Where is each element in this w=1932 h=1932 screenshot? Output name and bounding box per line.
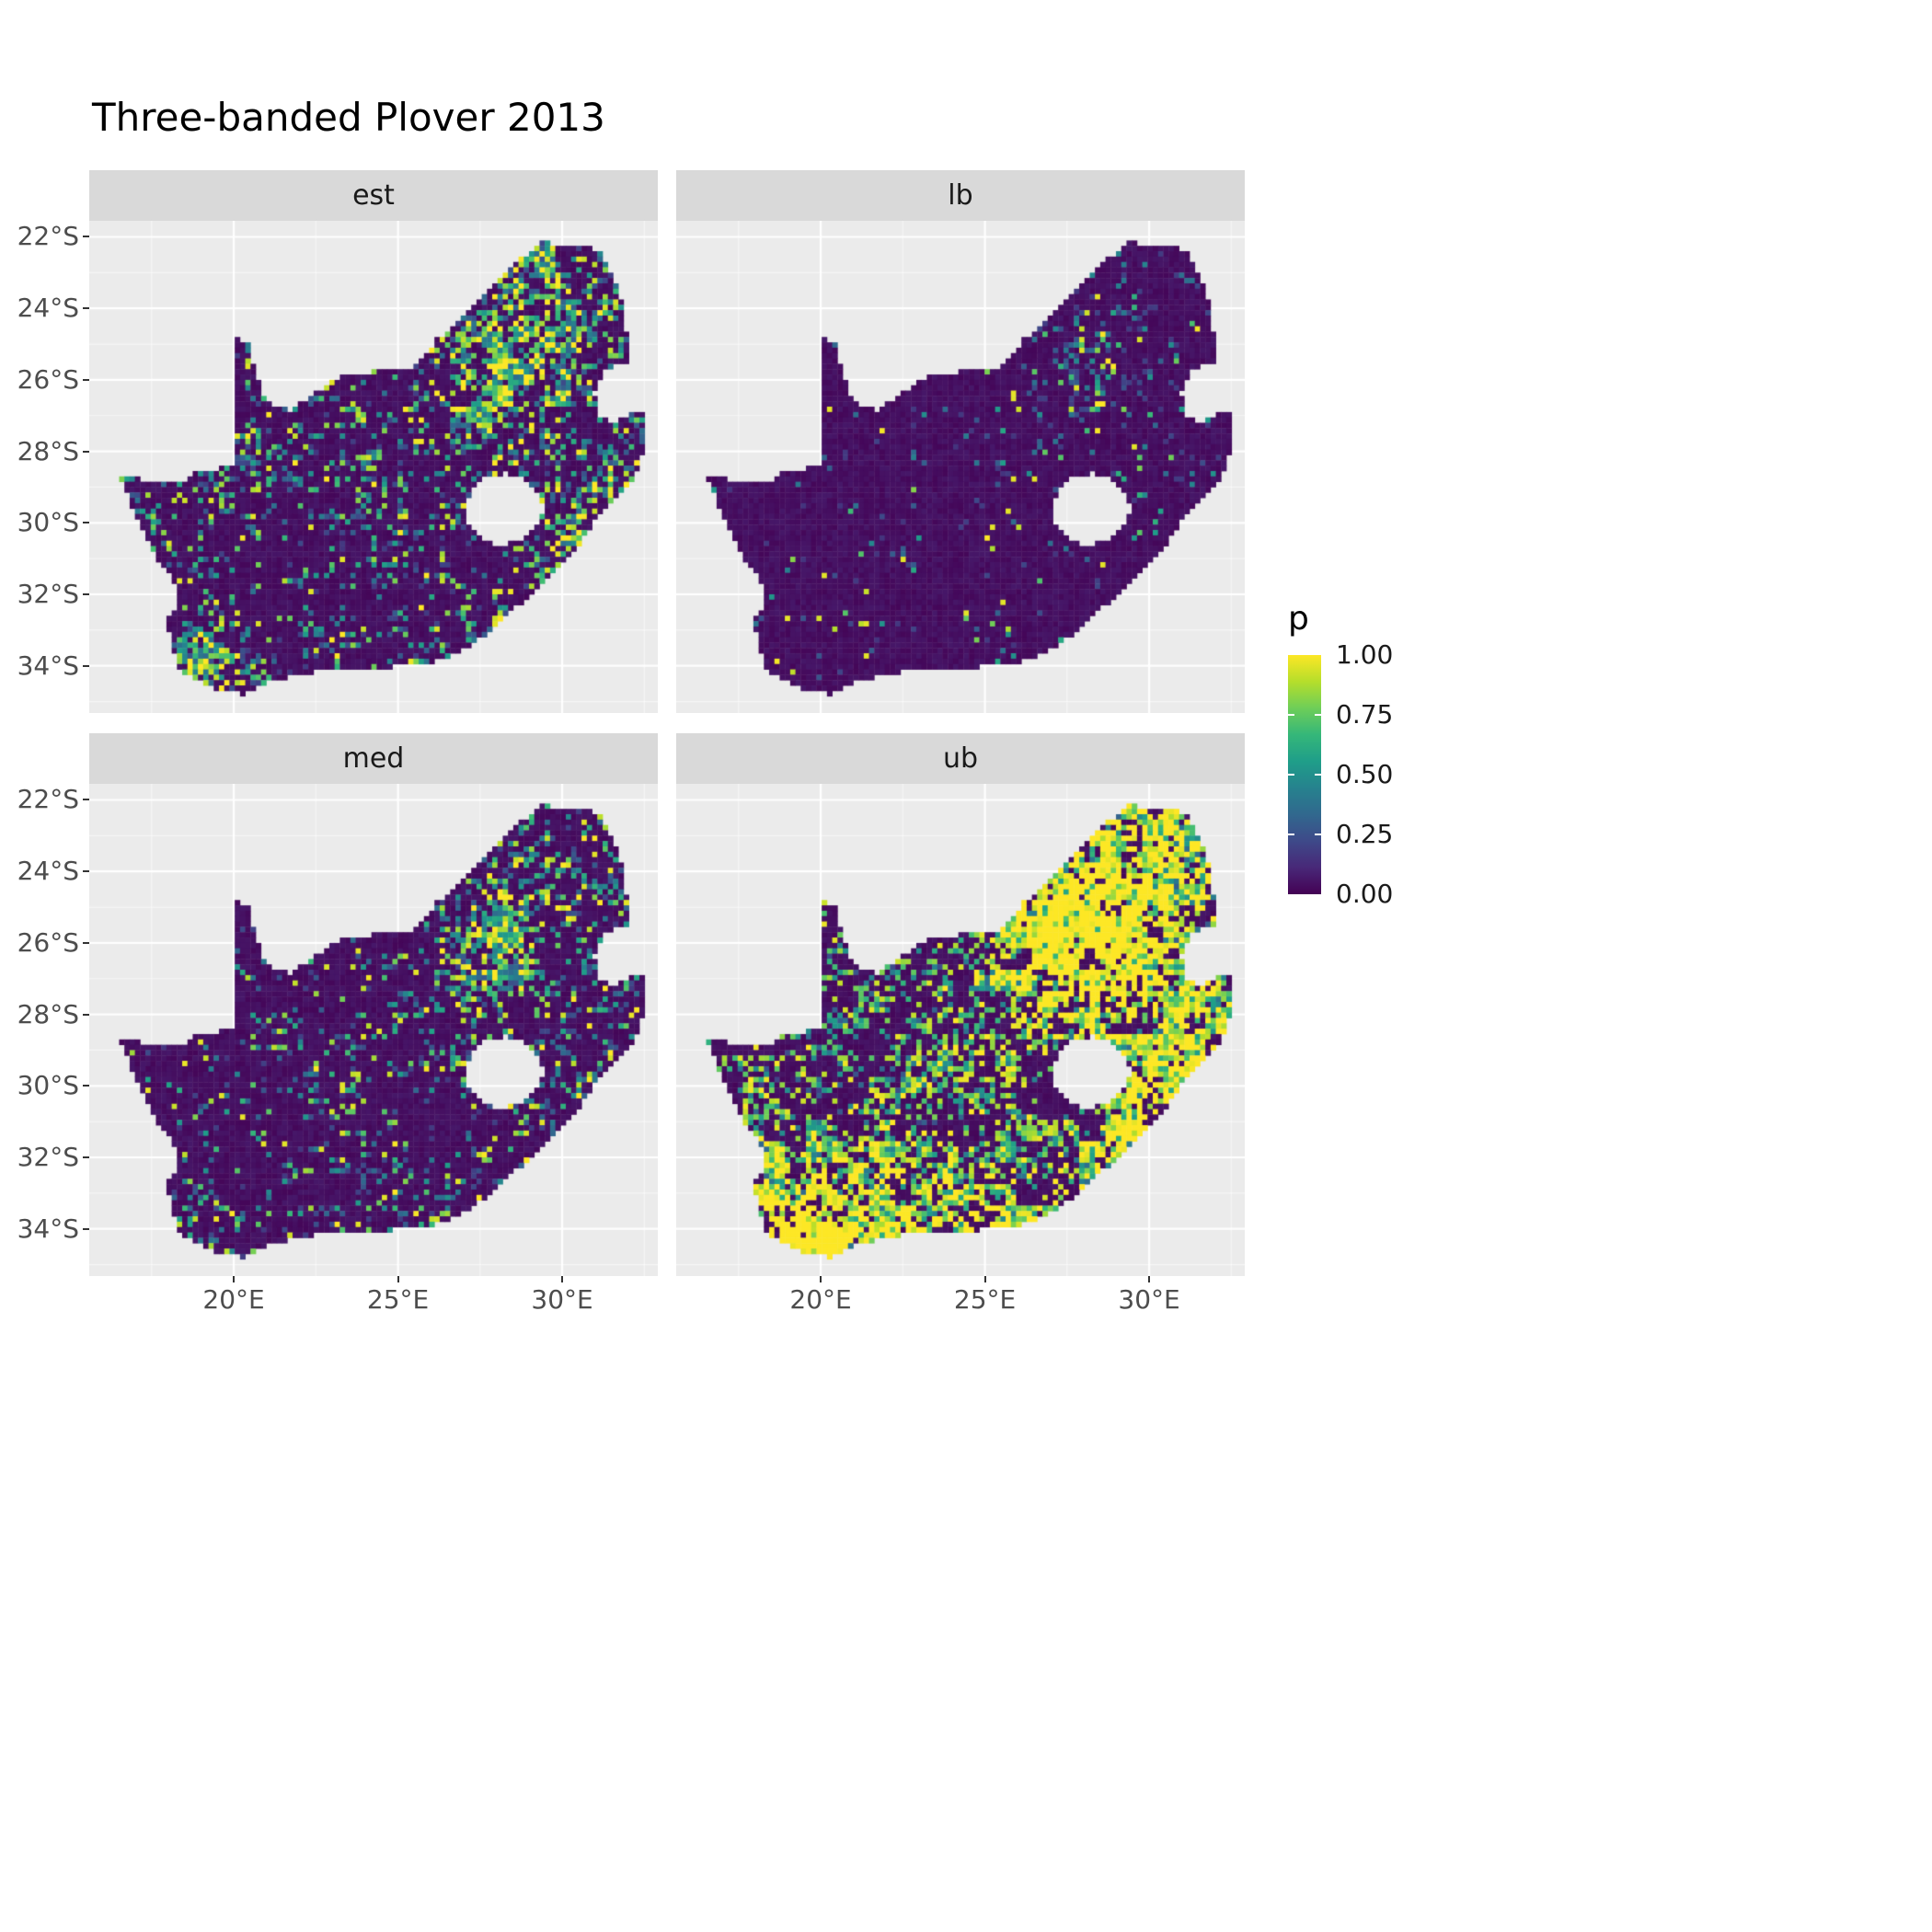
y-tick: [83, 378, 89, 381]
y-tick: [83, 1227, 89, 1230]
y-tick: [83, 522, 89, 524]
map-panel-ub: [676, 784, 1245, 1276]
facet-label-med: med: [342, 742, 405, 775]
map-panel-med: [89, 784, 658, 1276]
map-panel-lb: [676, 221, 1245, 713]
facet-strip-ub: ub: [676, 733, 1245, 784]
y-axis-label: 28°S: [17, 435, 79, 466]
legend-tick: [1315, 774, 1321, 776]
y-tick: [83, 307, 89, 310]
x-tick: [820, 1276, 822, 1282]
map-canvas-ub: [676, 784, 1245, 1276]
legend-title: p: [1288, 600, 1309, 638]
y-axis-label: 32°S: [17, 1141, 79, 1172]
x-tick: [983, 1276, 986, 1282]
y-axis-label: 26°S: [17, 926, 79, 958]
x-tick: [233, 1276, 236, 1282]
facet-label-lb: lb: [948, 179, 973, 212]
x-tick: [561, 1276, 564, 1282]
legend-tick: [1315, 714, 1321, 716]
y-tick: [83, 1085, 89, 1087]
map-panel-est: [89, 221, 658, 713]
y-tick: [83, 1013, 89, 1016]
legend-tick: [1288, 714, 1294, 716]
legend-label: 0.50: [1336, 759, 1394, 789]
y-tick: [83, 870, 89, 873]
y-axis-label: 22°S: [17, 784, 79, 815]
y-tick: [83, 1156, 89, 1158]
y-axis-label: 28°S: [17, 998, 79, 1029]
y-tick: [83, 236, 89, 238]
legend-label: 0.25: [1336, 819, 1394, 849]
plot-title: Three-banded Plover 2013: [92, 95, 605, 140]
y-axis-label: 30°S: [17, 507, 79, 538]
map-canvas-est: [89, 221, 658, 713]
map-canvas-lb: [676, 221, 1245, 713]
x-axis-label: 30°E: [531, 1284, 593, 1315]
legend-label: 0.75: [1336, 699, 1394, 730]
facet-strip-med: med: [89, 733, 658, 784]
x-axis-label: 20°E: [789, 1284, 852, 1315]
x-axis-label: 25°E: [366, 1284, 430, 1315]
facet-strip-est: est: [89, 170, 658, 221]
map-canvas-med: [89, 784, 658, 1276]
y-axis-label: 24°S: [17, 856, 79, 887]
facet-strip-lb: lb: [676, 170, 1245, 221]
y-tick: [83, 664, 89, 667]
y-axis-label: 34°S: [17, 650, 79, 681]
y-axis-label: 22°S: [17, 221, 79, 252]
y-axis-label: 26°S: [17, 363, 79, 395]
legend-tick: [1315, 834, 1321, 835]
legend-tick: [1288, 834, 1294, 835]
facet-label-ub: ub: [942, 742, 979, 775]
x-tick: [397, 1276, 399, 1282]
x-axis-label: 25°E: [953, 1284, 1017, 1315]
facet-label-est: est: [352, 179, 395, 212]
y-tick: [83, 941, 89, 944]
y-axis-label: 34°S: [17, 1213, 79, 1244]
y-axis-label: 30°S: [17, 1070, 79, 1101]
y-tick: [83, 799, 89, 801]
x-tick: [1148, 1276, 1151, 1282]
legend-tick: [1288, 774, 1294, 776]
legend-label: 0.00: [1336, 879, 1394, 909]
x-axis-label: 20°E: [202, 1284, 265, 1315]
x-axis-label: 30°E: [1118, 1284, 1180, 1315]
legend-label: 1.00: [1336, 639, 1394, 670]
y-tick: [83, 592, 89, 595]
y-axis-label: 32°S: [17, 578, 79, 609]
y-tick: [83, 450, 89, 453]
y-axis-label: 24°S: [17, 293, 79, 324]
